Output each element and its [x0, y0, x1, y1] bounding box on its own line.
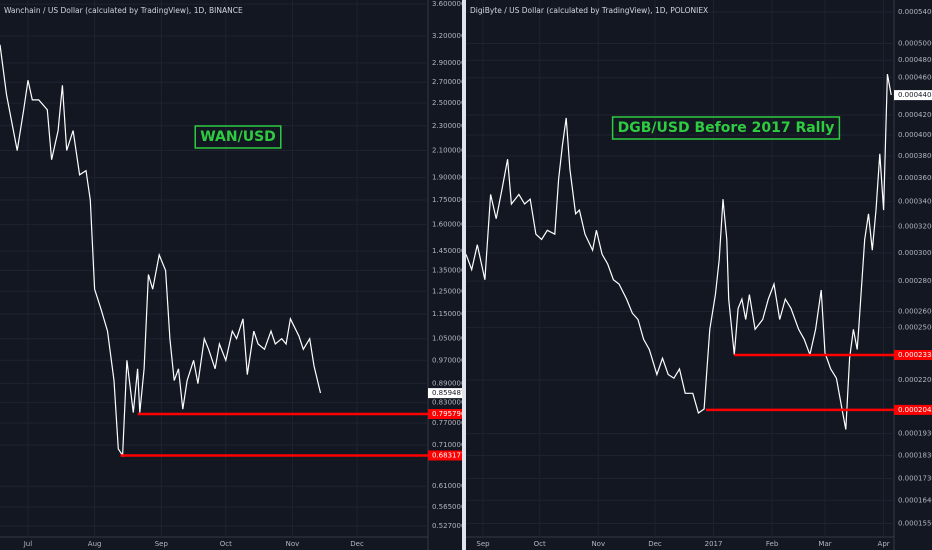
y-tick-label: 0.00038000 — [898, 152, 932, 160]
y-tick-label: 1.60000000 — [432, 220, 462, 228]
chart-panel: 0.00054000 0.00050000 0.00048000 0.00046000… — [466, 0, 932, 550]
y-tick-label: 1.05000000 — [432, 335, 462, 343]
level-label: 0.79579003 — [432, 410, 462, 418]
y-tick-label: 0.00036000 — [898, 174, 932, 182]
y-tick-label: 3.60000000 — [432, 0, 462, 8]
y-tick-label: 3.20000000 — [432, 32, 462, 40]
x-tick-label: 2017 — [705, 540, 723, 548]
y-tick-label: 0.00015500 — [898, 520, 932, 528]
y-tick-label: 1.25000000 — [432, 287, 462, 295]
y-tick-label: 0.61000000 — [432, 482, 462, 490]
price-line — [466, 73, 892, 430]
x-tick-label: Feb — [766, 540, 779, 548]
annotation: DGB/USD Before 2017 Rally — [618, 120, 835, 136]
x-tick-label: Sep — [476, 540, 490, 548]
x-tick-label: Aug — [88, 540, 102, 548]
y-tick-label: 1.75000000 — [432, 196, 462, 204]
y-tick-label: 0.83000000 — [432, 399, 462, 407]
y-tick-label: 0.00018300 — [898, 451, 932, 459]
x-tick-label: Nov — [286, 540, 300, 548]
y-tick-label: 1.35000000 — [432, 266, 462, 274]
level-label: 0.00020453 — [898, 406, 932, 414]
y-tick-label: 0.56500000 — [432, 503, 462, 511]
y-tick-label: 0.00019300 — [898, 430, 932, 438]
y-tick-label: 0.00048000 — [898, 56, 932, 64]
level-label-box — [894, 349, 932, 360]
y-tick-label: 0.00026000 — [898, 308, 932, 316]
x-tick-label: Nov — [591, 540, 605, 548]
y-tick-label: 0.52700000 — [432, 522, 462, 530]
level-label: 0.00023385 — [898, 351, 932, 359]
y-tick-label: 1.15000000 — [432, 310, 462, 318]
price-line — [0, 44, 322, 458]
y-tick-label: 2.50000000 — [432, 99, 462, 107]
y-tick-label: 0.00025000 — [898, 324, 932, 332]
y-tick-label: 0.89000000 — [432, 380, 462, 388]
y-tick-label: 0.00028000 — [898, 277, 932, 285]
chart-title: Wanchain / US Dollar (calculated by Trad… — [4, 6, 243, 15]
last-value-box — [894, 90, 932, 101]
last-value-label: 0.85948740 — [432, 389, 462, 397]
y-tick-label: 2.10000000 — [432, 146, 462, 154]
y-tick-label: 0.77000000 — [432, 419, 462, 427]
x-tick-label: Oct — [220, 540, 232, 548]
y-tick-label: 1.90000000 — [432, 174, 462, 182]
x-tick-label: Apr — [878, 540, 890, 548]
y-tick-label: 0.00034000 — [898, 198, 932, 206]
y-tick-label: 0.71000000 — [432, 441, 462, 449]
chart-title: DigiByte / US Dollar (calculated by Trad… — [470, 6, 708, 15]
annotation-box — [611, 116, 841, 140]
y-tick-label: 0.00042000 — [898, 111, 932, 119]
y-tick-label: 0.97000000 — [432, 356, 462, 364]
x-tick-label: Jul — [23, 540, 33, 548]
annotation-box — [194, 125, 282, 149]
axis-area — [894, 0, 932, 550]
y-tick-label: 0.00022000 — [898, 376, 932, 384]
level-label-box — [428, 450, 462, 461]
chart-panel: 3.60000000 3.20000000 2.90000000 2.70000000… — [0, 0, 462, 550]
y-tick-label: 0.00040000 — [898, 131, 932, 139]
level-label-box — [428, 409, 462, 420]
y-tick-label: 2.30000000 — [432, 122, 462, 130]
y-tick-label: 0.00030000 — [898, 249, 932, 257]
y-tick-label: 0.00017300 — [898, 475, 932, 483]
x-tick-label: Dec — [350, 540, 364, 548]
x-tick-label: Sep — [155, 540, 169, 548]
y-tick-label: 0.00032000 — [898, 222, 932, 230]
x-tick-label: Oct — [534, 540, 546, 548]
y-tick-label: 0.00046000 — [898, 74, 932, 82]
annotation: WAN/USD — [200, 129, 276, 145]
y-tick-label: 1.45000000 — [432, 247, 462, 255]
y-tick-label: 0.00016400 — [898, 496, 932, 504]
y-tick-label: 0.00054000 — [898, 8, 932, 16]
level-label-box — [894, 404, 932, 415]
last-value-box — [428, 388, 462, 399]
x-tick-label: Mar — [818, 540, 831, 548]
y-tick-label: 2.90000000 — [432, 59, 462, 67]
level-label: 0.68317709 — [432, 451, 462, 459]
x-tick-label: Dec — [648, 540, 662, 548]
y-tick-label: 0.00050000 — [898, 40, 932, 48]
last-value-label: 0.00044086 — [898, 91, 932, 99]
divider — [462, 0, 466, 550]
y-tick-label: 2.70000000 — [432, 78, 462, 86]
